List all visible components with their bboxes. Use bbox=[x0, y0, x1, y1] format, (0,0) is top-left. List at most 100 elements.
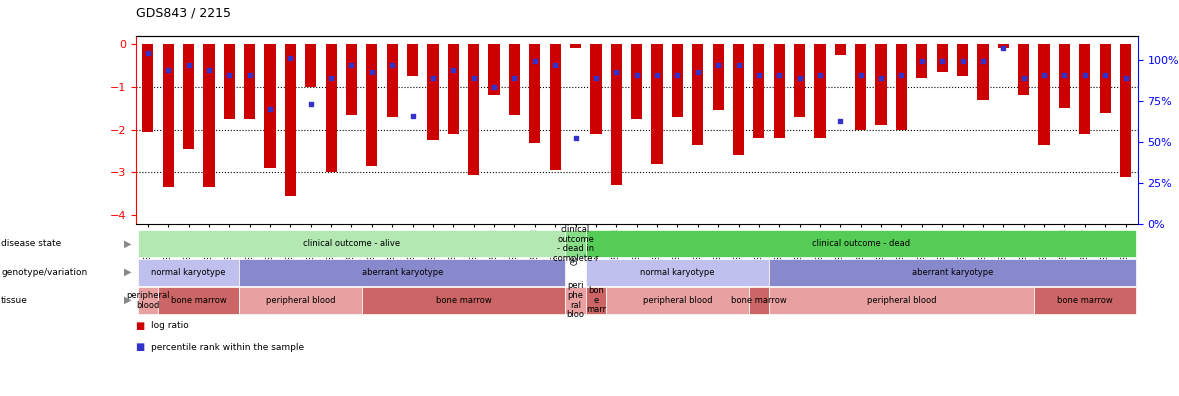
Point bbox=[219, 72, 238, 78]
Text: clinical
outcome
- dead in
complete r: clinical outcome - dead in complete r bbox=[553, 225, 598, 263]
Bar bbox=[712, 44, 724, 110]
Text: peripheral blood: peripheral blood bbox=[643, 296, 712, 305]
Bar bbox=[509, 44, 520, 115]
Text: peripheral blood: peripheral blood bbox=[867, 296, 936, 305]
Point bbox=[913, 58, 931, 65]
Point bbox=[505, 75, 523, 82]
Bar bbox=[285, 44, 296, 196]
Point bbox=[403, 113, 422, 119]
Point bbox=[138, 50, 157, 56]
Bar bbox=[407, 44, 419, 76]
Bar bbox=[652, 44, 663, 164]
Bar bbox=[367, 44, 377, 166]
Bar bbox=[1019, 44, 1029, 95]
Text: peripheral
blood: peripheral blood bbox=[126, 291, 170, 310]
Bar bbox=[815, 44, 825, 138]
Point bbox=[953, 58, 971, 65]
Point bbox=[465, 75, 483, 82]
Point bbox=[893, 72, 911, 78]
Point bbox=[179, 61, 198, 68]
Point bbox=[261, 106, 279, 112]
Text: ▶: ▶ bbox=[124, 295, 131, 305]
Point bbox=[526, 58, 545, 65]
Text: bone marrow: bone marrow bbox=[436, 296, 492, 305]
Bar bbox=[793, 44, 805, 117]
Point bbox=[831, 118, 850, 124]
Point bbox=[423, 75, 442, 82]
Bar bbox=[1079, 44, 1091, 134]
Bar bbox=[1059, 44, 1071, 109]
Text: clinical outcome - alive: clinical outcome - alive bbox=[303, 240, 400, 248]
Point bbox=[362, 69, 381, 75]
Bar bbox=[916, 44, 928, 78]
Text: percentile rank within the sample: percentile rank within the sample bbox=[151, 343, 304, 352]
Text: disease state: disease state bbox=[1, 240, 61, 248]
Text: bone marrow: bone marrow bbox=[731, 296, 786, 305]
Bar bbox=[997, 44, 1009, 48]
Bar bbox=[224, 44, 235, 119]
Point bbox=[322, 75, 341, 82]
Point bbox=[627, 72, 646, 78]
Point bbox=[383, 61, 402, 68]
Bar bbox=[244, 44, 255, 119]
Bar bbox=[855, 44, 867, 129]
Bar bbox=[448, 44, 459, 134]
Point bbox=[444, 67, 463, 73]
Bar bbox=[468, 44, 480, 175]
Bar bbox=[569, 44, 581, 48]
Bar bbox=[549, 44, 561, 170]
Bar bbox=[203, 44, 215, 187]
Text: peripheral blood: peripheral blood bbox=[265, 296, 335, 305]
Bar bbox=[345, 44, 357, 115]
Point bbox=[1095, 72, 1114, 78]
Text: bon
e
marr: bon e marr bbox=[586, 286, 606, 314]
Bar bbox=[488, 44, 500, 95]
Bar bbox=[305, 44, 316, 87]
Point bbox=[159, 67, 178, 73]
Point bbox=[607, 69, 626, 75]
Point bbox=[1117, 75, 1135, 82]
Bar bbox=[1039, 44, 1049, 145]
Point bbox=[241, 72, 259, 78]
Bar bbox=[835, 44, 847, 55]
Point bbox=[851, 72, 870, 78]
Point bbox=[485, 84, 503, 90]
Bar bbox=[529, 44, 540, 143]
Point bbox=[790, 75, 809, 82]
Point bbox=[1055, 72, 1074, 78]
Bar bbox=[936, 44, 948, 72]
Bar bbox=[427, 44, 439, 140]
Text: bone marrow: bone marrow bbox=[1056, 296, 1113, 305]
Point bbox=[709, 61, 727, 68]
Text: aberrant karyotype: aberrant karyotype bbox=[362, 268, 443, 276]
Bar bbox=[163, 44, 173, 187]
Bar bbox=[264, 44, 276, 168]
Bar bbox=[387, 44, 397, 117]
Point bbox=[689, 69, 707, 75]
Point bbox=[729, 61, 747, 68]
Bar bbox=[631, 44, 643, 119]
Point bbox=[1075, 72, 1094, 78]
Point bbox=[199, 67, 218, 73]
Point bbox=[871, 75, 890, 82]
Bar bbox=[325, 44, 337, 172]
Text: ■: ■ bbox=[136, 342, 145, 352]
Point bbox=[302, 101, 321, 107]
Point bbox=[810, 72, 829, 78]
Point bbox=[586, 75, 605, 82]
Bar bbox=[1120, 44, 1131, 177]
Point bbox=[566, 135, 585, 141]
Bar bbox=[1100, 44, 1111, 112]
Bar bbox=[773, 44, 785, 138]
Text: ▶: ▶ bbox=[124, 267, 131, 277]
Bar bbox=[591, 44, 601, 134]
Point bbox=[974, 58, 993, 65]
Point bbox=[647, 72, 666, 78]
Text: aberrant karyotype: aberrant karyotype bbox=[911, 268, 993, 276]
Point bbox=[770, 72, 789, 78]
Text: tissue: tissue bbox=[1, 296, 28, 305]
Text: ■: ■ bbox=[136, 320, 145, 331]
Text: normal karyotype: normal karyotype bbox=[640, 268, 714, 276]
Bar bbox=[733, 44, 744, 155]
Text: clinical outcome - dead: clinical outcome - dead bbox=[811, 240, 910, 248]
